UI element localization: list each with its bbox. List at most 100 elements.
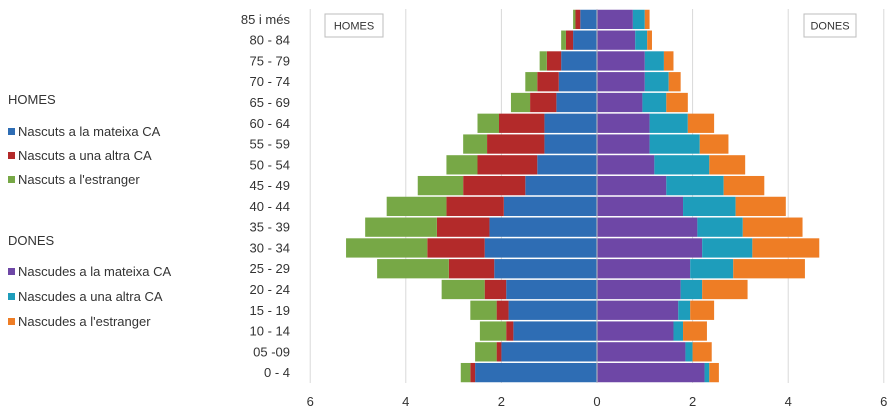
bar-right-s1-14	[644, 72, 669, 92]
bar-right-s0-5	[597, 259, 691, 279]
y-tick-label-16: 80 - 84	[250, 33, 290, 48]
bar-right-s2-1	[692, 342, 712, 362]
y-tick-label-5: 25 - 29	[250, 261, 290, 276]
bar-left-s2-16	[561, 30, 566, 50]
y-tick-label-6: 30 - 34	[250, 240, 290, 255]
bar-right-s1-16	[635, 30, 648, 50]
bar-left-s1-17	[575, 9, 581, 30]
bar-left-s2-3	[470, 300, 497, 320]
bar-left-s1-1	[496, 342, 502, 362]
bar-right-s1-10	[654, 155, 710, 175]
bar-left-s0-11	[544, 134, 597, 154]
bar-left-s1-4	[484, 279, 507, 300]
y-tick-label-4: 20 - 24	[250, 282, 290, 297]
bar-right-s0-4	[597, 279, 681, 300]
bar-right-s0-6	[597, 238, 703, 258]
bar-left-s0-14	[558, 72, 597, 92]
bar-left-s1-11	[487, 134, 545, 154]
bar-left-s2-13	[510, 92, 531, 113]
bar-left-s1-2	[506, 321, 514, 341]
bar-left-s0-9	[525, 175, 597, 196]
bar-left-s1-7	[436, 217, 490, 237]
bar-left-s1-15	[546, 51, 562, 71]
bar-left-s0-2	[513, 321, 597, 341]
y-tick-label-10: 50 - 54	[250, 157, 290, 172]
bar-left-s0-7	[489, 217, 597, 237]
bar-left-s2-5	[377, 259, 449, 279]
bar-left-s2-10	[446, 155, 478, 175]
series-group-box-right	[803, 13, 857, 38]
y-tick-label-11: 55 - 59	[250, 137, 290, 152]
legend-label: Nascudes a l'estranger	[18, 314, 151, 329]
bar-right-s1-12	[649, 113, 688, 133]
legend-item-left-2: Nascuts a l'estranger	[8, 172, 140, 187]
bar-left-s2-8	[386, 196, 447, 217]
y-tick-label-1: 05 -09	[253, 344, 290, 359]
bar-right-s1-7	[697, 217, 743, 237]
bar-left-s1-3	[496, 300, 509, 320]
bar-right-s2-6	[752, 238, 820, 258]
bar-right-s2-10	[709, 155, 746, 175]
bar-right-s2-2	[683, 321, 707, 341]
legend-swatch	[8, 128, 15, 135]
legend-label: Nascuts a l'estranger	[18, 172, 140, 187]
bar-left-s2-14	[525, 72, 538, 92]
legend-swatch	[8, 293, 15, 300]
bar-right-s1-5	[690, 259, 734, 279]
bar-left-s0-16	[573, 30, 597, 50]
legend-label: Nascuts a la mateixa CA	[18, 124, 161, 139]
bar-right-s0-17	[597, 9, 633, 30]
y-tick-label-14: 70 - 74	[250, 74, 290, 89]
bar-left-s1-14	[537, 72, 559, 92]
legend-label: Nascudes a la mateixa CA	[18, 264, 172, 279]
bar-left-s0-15	[561, 51, 597, 71]
bar-left-s2-9	[417, 175, 464, 196]
bar-right-s1-1	[685, 342, 693, 362]
y-tick-label-12: 60 - 64	[250, 116, 290, 131]
bar-left-s0-4	[506, 279, 597, 300]
bar-right-s1-11	[649, 134, 700, 154]
legend-heading-right: DONES	[8, 233, 55, 248]
x-tick-label-3: 0	[593, 394, 600, 409]
bar-right-s2-17	[644, 9, 650, 30]
bar-right-s1-15	[644, 51, 664, 71]
bar-right-s1-3	[678, 300, 691, 320]
bar-left-s2-12	[477, 113, 500, 133]
bar-left-s1-0	[470, 362, 476, 383]
bar-left-s0-17	[580, 9, 597, 30]
bar-right-s0-9	[597, 175, 667, 196]
bar-left-s0-8	[503, 196, 597, 217]
bar-left-s1-10	[477, 155, 538, 175]
bar-left-s1-9	[463, 175, 526, 196]
y-tick-label-13: 65 - 69	[250, 95, 290, 110]
y-tick-label-17: 85 i més	[241, 12, 291, 27]
y-tick-label-0: 0 - 4	[264, 365, 290, 380]
bar-left-s1-16	[565, 30, 574, 50]
bar-left-s0-1	[501, 342, 597, 362]
bar-right-s1-13	[642, 92, 667, 113]
legend-swatch	[8, 176, 15, 183]
bar-right-s2-3	[690, 300, 715, 320]
legend: HOMES Nascuts a la mateixa CA Nascuts a un…	[8, 0, 208, 412]
x-tick-label-0: 6	[307, 394, 314, 409]
bar-left-s2-1	[475, 342, 497, 362]
bar-left-s2-6	[346, 238, 428, 258]
bar-left-s0-13	[556, 92, 597, 113]
bar-left-s0-3	[508, 300, 597, 320]
legend-heading-left: HOMES	[8, 92, 56, 107]
bar-right-s2-9	[723, 175, 765, 196]
bar-right-s2-4	[702, 279, 748, 300]
legend-swatch	[8, 318, 15, 325]
bar-right-s1-17	[632, 9, 645, 30]
y-tick-label-3: 15 - 19	[250, 303, 290, 318]
bar-right-s0-10	[597, 155, 655, 175]
series-group-box-label-right: DONES	[810, 21, 849, 33]
bar-right-s1-8	[683, 196, 736, 217]
bar-left-s0-5	[494, 259, 597, 279]
legend-item-right-2: Nascudes a l'estranger	[8, 314, 151, 329]
bar-right-s0-16	[597, 30, 636, 50]
bar-right-s0-12	[597, 113, 650, 133]
bar-left-s1-6	[427, 238, 485, 258]
series-group-box-label-left: HOMES	[334, 21, 374, 33]
bar-right-s2-5	[733, 259, 805, 279]
